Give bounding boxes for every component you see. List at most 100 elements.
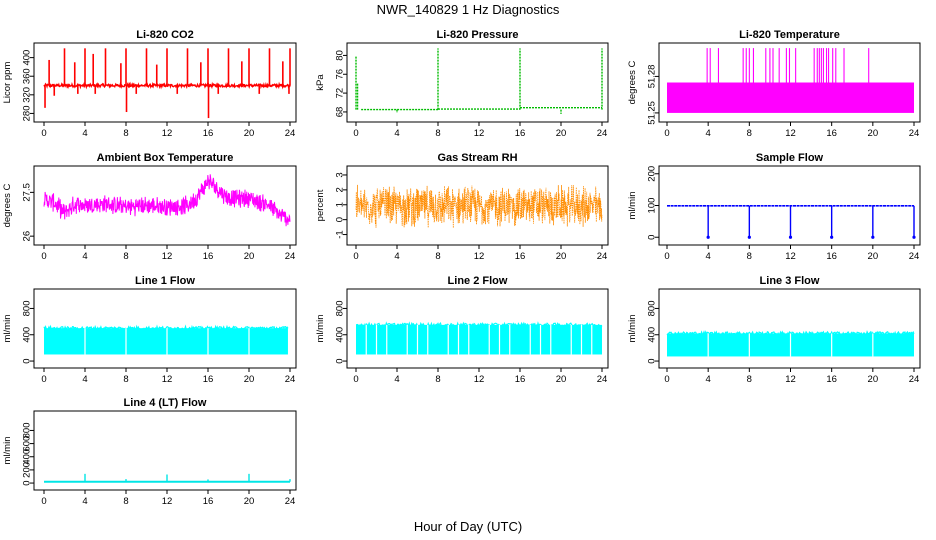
y-tick-label: 27.5 bbox=[21, 183, 32, 202]
x-tick-label: 0 bbox=[664, 128, 669, 139]
y-axis: 0 400 800 bbox=[334, 301, 347, 364]
panel-title: Line 1 Flow bbox=[135, 275, 195, 287]
y-tick-label: 100 bbox=[646, 198, 657, 214]
y-axis: 26 27.5 bbox=[21, 183, 34, 241]
x-tick-label: 8 bbox=[747, 374, 752, 385]
y-tick-label: -1 bbox=[334, 230, 345, 238]
x-tick-label: 12 bbox=[474, 374, 485, 385]
y-axis: 0 400 800 bbox=[646, 301, 659, 364]
x-tick-label: 4 bbox=[706, 251, 711, 262]
y-tick-label: 400 bbox=[334, 327, 345, 343]
chart-panel: Sample Flow ml/min 0 4 8 12 16 20 24 0 100 200 bbox=[627, 152, 921, 262]
x-tick-label: 24 bbox=[909, 128, 920, 139]
y-tick-label: 26 bbox=[21, 231, 32, 242]
x-tick-label: 0 bbox=[664, 374, 669, 385]
x-tick-label: 8 bbox=[435, 374, 440, 385]
x-tick-label: 8 bbox=[123, 128, 128, 139]
y-axis-label: degrees C bbox=[2, 183, 13, 227]
x-tick-label: 4 bbox=[82, 496, 87, 507]
y-tick-label: 360 bbox=[21, 68, 32, 84]
x-tick-label: 16 bbox=[826, 374, 837, 385]
x-tick-label: 12 bbox=[785, 251, 796, 262]
y-tick-label: 0 bbox=[21, 358, 32, 363]
y-axis: 51.25 51.28 bbox=[646, 65, 659, 125]
x-tick-label: 24 bbox=[597, 128, 608, 139]
x-tick-label: 12 bbox=[474, 251, 485, 262]
dip-point bbox=[830, 235, 834, 239]
dip-point bbox=[747, 235, 751, 239]
series bbox=[355, 184, 603, 229]
x-tick-label: 20 bbox=[244, 496, 255, 507]
x-tick-label: 20 bbox=[556, 374, 567, 385]
x-tick-label: 24 bbox=[285, 251, 296, 262]
x-axis: 0 4 8 12 16 20 24 bbox=[41, 490, 295, 507]
y-tick-label: 280 bbox=[21, 105, 32, 121]
y-tick-label: 0 bbox=[646, 235, 657, 240]
series bbox=[667, 205, 916, 239]
x-tick-label: 12 bbox=[785, 374, 796, 385]
series bbox=[43, 174, 291, 227]
x-tick-label: 12 bbox=[162, 128, 173, 139]
y-axis: 280 320 360 400 bbox=[21, 50, 34, 121]
x-tick-label: 8 bbox=[123, 251, 128, 262]
panel-title: Li-820 Pressure bbox=[437, 29, 519, 41]
y-axis-label: ml/min bbox=[627, 315, 638, 343]
plot-frame bbox=[346, 165, 609, 246]
panel-title: Gas Stream RH bbox=[437, 152, 517, 164]
x-tick-label: 20 bbox=[868, 251, 879, 262]
y-tick-label: 72 bbox=[334, 88, 345, 99]
x-tick-label: 8 bbox=[747, 128, 752, 139]
x-tick-label: 4 bbox=[82, 251, 87, 262]
y-axis-label: ml/min bbox=[2, 315, 13, 343]
x-axis: 0 4 8 12 16 20 24 bbox=[664, 368, 919, 385]
y-tick-label: 3 bbox=[334, 172, 345, 177]
x-axis: 0 4 8 12 16 20 24 bbox=[41, 245, 295, 262]
chart-panel: Li-820 Pressure kPa 0 4 8 12 16 20 24 68 72 76 80 bbox=[315, 29, 609, 139]
y-tick-label: 400 bbox=[21, 449, 32, 465]
x-tick-label: 12 bbox=[474, 128, 485, 139]
series-edge bbox=[356, 321, 603, 329]
dip-point bbox=[706, 235, 710, 239]
panel-title: Line 2 Flow bbox=[448, 275, 508, 287]
x-tick-label: 24 bbox=[285, 374, 296, 385]
series bbox=[43, 48, 291, 119]
y-tick-label: 80 bbox=[334, 50, 345, 61]
plot-frame bbox=[346, 42, 609, 123]
y-axis-label: percent bbox=[315, 189, 326, 221]
x-tick-label: 4 bbox=[82, 128, 87, 139]
x-tick-label: 16 bbox=[826, 251, 837, 262]
x-tick-label: 20 bbox=[244, 251, 255, 262]
chart-panel: Li-820 Temperature degrees C 0 4 8 12 16 20 24 51… bbox=[627, 29, 921, 139]
plot-frame bbox=[33, 42, 297, 123]
series bbox=[44, 473, 291, 483]
x-tick-label: 4 bbox=[394, 128, 399, 139]
y-axis-label: degrees C bbox=[627, 60, 638, 104]
series bbox=[356, 321, 603, 355]
x-axis: 0 4 8 12 16 20 24 bbox=[353, 368, 607, 385]
dip-point bbox=[912, 235, 916, 239]
x-axis: 0 4 8 12 16 20 24 bbox=[353, 122, 607, 139]
y-axis-label: Licor ppm bbox=[2, 62, 13, 104]
chart-panel: Line 4 (LT) Flow ml/min 0 4 8 12 16 20 24 0 200400… bbox=[2, 397, 297, 507]
y-tick-label: 51.25 bbox=[646, 101, 657, 125]
y-axis-label: kPa bbox=[315, 74, 326, 91]
x-tick-label: 24 bbox=[285, 496, 296, 507]
panel-title: Li-820 Temperature bbox=[739, 29, 840, 41]
y-tick-label: 68 bbox=[334, 107, 345, 118]
x-tick-label: 24 bbox=[909, 251, 920, 262]
x-tick-label: 20 bbox=[244, 128, 255, 139]
y-axis-label: ml/min bbox=[627, 192, 638, 220]
x-tick-label: 0 bbox=[41, 374, 46, 385]
x-tick-label: 8 bbox=[435, 251, 440, 262]
x-axis: 0 4 8 12 16 20 24 bbox=[664, 122, 919, 139]
x-tick-label: 0 bbox=[353, 251, 358, 262]
y-tick-label: 800 bbox=[21, 423, 32, 439]
series-points bbox=[355, 184, 603, 229]
x-tick-label: 0 bbox=[41, 251, 46, 262]
y-tick-label: 400 bbox=[21, 327, 32, 343]
x-tick-label: 4 bbox=[394, 374, 399, 385]
x-tick-label: 16 bbox=[515, 128, 526, 139]
series bbox=[666, 330, 915, 357]
